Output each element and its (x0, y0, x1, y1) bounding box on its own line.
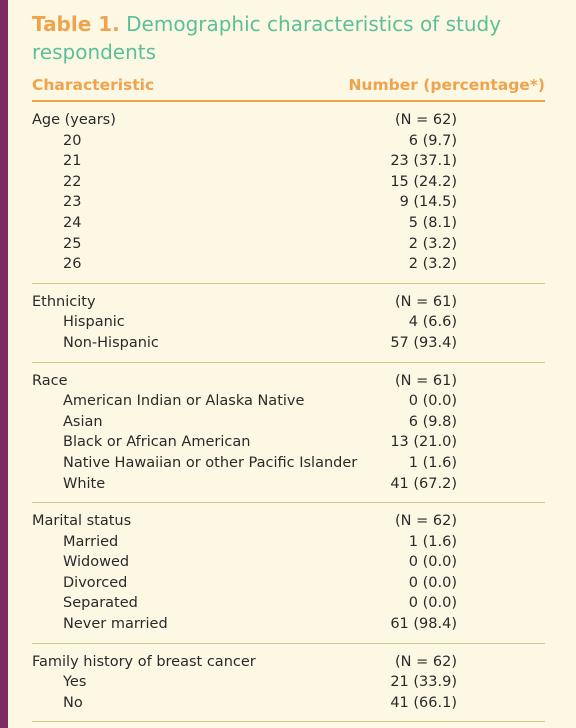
data-row: 22 15 (24.2) (32, 172, 545, 193)
section-label: Race (32, 372, 68, 389)
row-value: 1 (1.6) (408, 533, 457, 550)
data-row: 23 9 (14.5) (32, 192, 545, 213)
data-row: 20 6 (9.7) (32, 131, 545, 152)
section-total: (N = 61) (395, 293, 457, 310)
row-value: 9 (14.5) (399, 194, 457, 211)
data-row: No 41 (66.1) (32, 693, 545, 714)
row-label: Divorced (63, 574, 128, 591)
column-header: Number (percentage*) (348, 76, 545, 94)
table-body: Age (years) (N = 62) 20 6 (9.7) 21 23 (37.1) 2… (32, 102, 545, 723)
row-label: Hispanic (63, 314, 125, 331)
data-row: Hispanic 4 (6.6) (32, 312, 545, 333)
section-total: (N = 62) (395, 653, 457, 670)
row-label: White (63, 475, 106, 492)
row-label: 21 (63, 153, 82, 170)
section-label: Ethnicity (32, 293, 96, 310)
section-header-row: Family history of breast cancer (N = 62) (32, 652, 545, 673)
row-value: 13 (21.0) (390, 434, 457, 451)
row-value: 0 (0.0) (408, 393, 457, 410)
data-row: Separated 0 (0.0) (32, 593, 545, 614)
row-value: 57 (93.4) (390, 334, 457, 351)
row-label: Separated (63, 595, 138, 612)
section-total: (N = 62) (395, 513, 457, 530)
row-value: 5 (8.1) (408, 214, 457, 231)
row-label: No (63, 694, 83, 711)
row-value: 41 (67.2) (390, 475, 457, 492)
row-label: Never married (63, 616, 168, 633)
row-value: 0 (0.0) (408, 554, 457, 571)
data-row: 25 2 (3.2) (32, 234, 545, 255)
section: Age (years) (N = 62) 20 6 (9.7) 21 23 (37.1) 2… (32, 102, 545, 284)
section-header-row: Marital status (N = 62) (32, 511, 545, 532)
row-label: Black or African American (63, 434, 251, 451)
data-row: Widowed 0 (0.0) (32, 552, 545, 573)
column-header: Characteristic (32, 76, 155, 94)
row-label: Widowed (63, 554, 130, 571)
section: Family history of breast cancer (N = 62) Y… (32, 644, 545, 723)
row-label: 23 (63, 194, 82, 211)
section-label: Marital status (32, 513, 132, 530)
data-row: Black or African American 13 (21.0) (32, 432, 545, 453)
row-value: 1 (1.6) (408, 454, 457, 471)
row-value: 2 (3.2) (408, 256, 457, 273)
data-row: 21 23 (37.1) (32, 151, 545, 172)
row-label: 26 (63, 256, 82, 273)
row-label: Yes (63, 674, 87, 691)
table-card: Table 1. Demographic characteristics of … (32, 10, 545, 723)
section: Ethnicity (N = 61) Hispanic 4 (6.6) Non-Hisp… (32, 284, 545, 363)
row-value: 6 (9.7) (408, 132, 457, 149)
row-value: 0 (0.0) (408, 595, 457, 612)
row-label: 22 (63, 173, 82, 190)
data-row: Native Hawaiian or other Pacific Islande… (32, 453, 545, 474)
row-value: 61 (98.4) (390, 616, 457, 633)
data-row: Asian 6 (9.8) (32, 412, 545, 433)
title-label: Table 1. (32, 12, 120, 36)
section-header-row: Age (years) (N = 62) (32, 110, 545, 131)
data-row: American Indian or Alaska Native 0 (0.0) (32, 391, 545, 412)
row-value: 4 (6.6) (408, 314, 457, 331)
header-row: Characteristic Number (percentage*) (32, 76, 545, 102)
row-value: 2 (3.2) (408, 235, 457, 252)
row-label: 20 (63, 132, 82, 149)
row-value: 21 (33.9) (390, 674, 457, 691)
title-text: Demographic characteristics of study res… (32, 12, 502, 64)
data-row: 24 5 (8.1) (32, 213, 545, 234)
section: Marital status (N = 62) Married 1 (1.6) Wido… (32, 503, 545, 644)
section-label: Family history of breast cancer (32, 653, 256, 670)
side-bar (0, 0, 8, 728)
row-label: Non-Hispanic (63, 334, 159, 351)
table-title: Table 1. Demographic characteristics of … (32, 10, 545, 66)
row-value: 6 (9.8) (408, 413, 457, 430)
section-header-row: Race (N = 61) (32, 371, 545, 392)
row-label: 24 (63, 214, 82, 231)
section: Race (N = 61) American Indian or Alaska Na… (32, 363, 545, 504)
row-value: 15 (24.2) (390, 173, 457, 190)
row-label: Asian (63, 413, 103, 430)
data-row: 26 2 (3.2) (32, 254, 545, 275)
data-row: White 41 (67.2) (32, 474, 545, 495)
section-label: Age (years) (32, 112, 116, 128)
data-row: Divorced 0 (0.0) (32, 573, 545, 594)
row-label: Married (63, 533, 119, 550)
section-header-row: Ethnicity (N = 61) (32, 292, 545, 313)
row-value: 41 (66.1) (390, 694, 457, 711)
data-row: Married 1 (1.6) (32, 532, 545, 553)
row-label: 25 (63, 235, 82, 252)
section-total: (N = 61) (395, 372, 457, 389)
row-label: Native Hawaiian or other Pacific Islande… (63, 454, 358, 471)
row-value: 0 (0.0) (408, 574, 457, 591)
data-row: Non-Hispanic 57 (93.4) (32, 333, 545, 354)
row-label: American Indian or Alaska Native (63, 393, 305, 410)
data-row: Yes 21 (33.9) (32, 672, 545, 693)
data-row: Never married 61 (98.4) (32, 614, 545, 635)
row-value: 23 (37.1) (390, 153, 457, 170)
section-total: (N = 62) (395, 112, 457, 128)
